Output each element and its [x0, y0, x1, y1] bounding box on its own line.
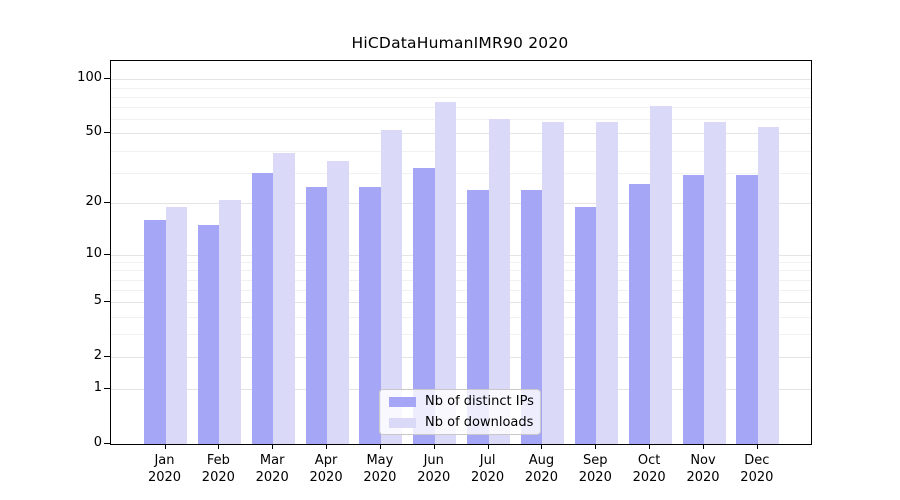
bar-downloads-dec	[757, 127, 780, 444]
y-tick-label-100: 100	[77, 70, 102, 86]
y-tick-100	[104, 78, 110, 80]
chart-title: HiCDataHumanIMR90 2020	[351, 34, 569, 52]
x-tick-apr	[326, 444, 328, 449]
gridline-minor-30	[111, 172, 811, 174]
gridline-minor-90	[111, 87, 811, 89]
bar-ips-may	[359, 186, 381, 444]
bar-downloads-aug	[542, 121, 564, 444]
legend-item-downloads: Nb of downloads	[389, 414, 534, 432]
bar-ips-aug	[520, 189, 543, 444]
y-tick-1	[104, 388, 110, 390]
y-tick-label-50: 50	[85, 124, 102, 140]
legend-swatch-distinct-ips	[389, 396, 416, 407]
y-tick-5	[104, 301, 110, 303]
x-tick-label-dec: Dec 2020	[740, 453, 774, 485]
y-tick-label-5: 5	[93, 293, 102, 309]
plot-area	[110, 60, 812, 445]
x-tick-jun	[433, 444, 435, 449]
gridline-2	[111, 357, 811, 359]
gridline-minor-4	[111, 316, 811, 318]
bar-downloads-mar	[273, 152, 295, 444]
y-tick-10	[104, 253, 110, 255]
bar-ips-apr	[305, 186, 328, 444]
x-tick-label-jan: Jan 2020	[147, 453, 182, 485]
gridline-100	[111, 79, 811, 81]
bar-downloads-jul	[488, 119, 511, 444]
gridline-5	[111, 302, 811, 304]
gridline-minor-6	[111, 290, 811, 292]
x-tick-mar	[272, 444, 274, 449]
x-tick-nov	[703, 444, 704, 449]
bar-ips-sep	[574, 207, 597, 444]
bar-ips-jul	[467, 189, 489, 444]
x-tick-sep	[595, 444, 597, 449]
bar-downloads-sep	[596, 121, 618, 444]
x-tick-label-nov: Nov 2020	[686, 453, 720, 485]
y-tick-label-1: 1	[93, 380, 102, 396]
x-tick-oct	[649, 444, 651, 449]
y-tick-20	[104, 202, 110, 204]
x-tick-aug	[541, 444, 543, 449]
bar-downloads-may	[380, 130, 403, 444]
bar-ips-jun	[413, 167, 435, 444]
x-tick-may	[379, 444, 381, 449]
x-tick-label-sep: Sep 2020	[578, 453, 612, 485]
bar-ips-mar	[251, 172, 274, 444]
legend: Nb of distinct IPs Nb of downloads	[379, 389, 541, 435]
y-tick-label-20: 20	[85, 194, 102, 210]
x-tick-feb	[218, 444, 220, 449]
x-tick-label-apr: Apr 2020	[309, 453, 343, 485]
bar-ips-feb	[197, 224, 220, 444]
x-tick-label-aug: Aug 2020	[524, 453, 558, 485]
gridline-minor-80	[111, 96, 811, 98]
bar-ips-oct	[628, 183, 651, 444]
bar-ips-dec	[736, 175, 758, 444]
gridline-20	[111, 203, 811, 205]
x-tick-jan	[164, 444, 166, 449]
bar-downloads-oct	[650, 106, 672, 444]
legend-label-distinct-ips: Nb of distinct IPs	[425, 393, 534, 409]
x-tick-label-may: May 2020	[363, 453, 397, 485]
bar-downloads-jan	[165, 207, 187, 444]
gridline-minor-9	[111, 262, 811, 264]
gridline-50	[111, 133, 811, 135]
gridline-minor-40	[111, 150, 811, 152]
gridline-10	[111, 254, 811, 256]
x-tick-label-oct: Oct 2020	[632, 453, 666, 485]
y-tick-label-0: 0	[93, 435, 102, 450]
x-tick-label-feb: Feb 2020	[201, 453, 235, 485]
x-tick-label-jul: Jul 2020	[471, 453, 505, 485]
legend-label-downloads: Nb of downloads	[425, 414, 534, 430]
x-tick-label-jun: Jun 2020	[417, 453, 451, 485]
bar-downloads-nov	[704, 121, 726, 444]
gridline-minor-70	[111, 107, 811, 109]
gridline-minor-7	[111, 279, 811, 281]
legend-swatch-downloads	[389, 417, 416, 428]
bar-ips-jan	[144, 220, 166, 444]
y-tick-50	[104, 132, 110, 134]
bar-downloads-apr	[327, 160, 349, 444]
y-tick-label-10: 10	[85, 245, 102, 261]
bar-ips-nov	[682, 175, 704, 444]
y-tick-0	[104, 443, 110, 444]
legend-item-distinct-ips: Nb of distinct IPs	[389, 393, 534, 411]
x-tick-label-mar: Mar 2020	[255, 453, 289, 485]
gridline-minor-3	[111, 334, 811, 336]
y-tick-2	[104, 356, 110, 358]
x-tick-jul	[487, 444, 489, 449]
gridline-minor-60	[111, 119, 811, 121]
gridline-minor-8	[111, 270, 811, 272]
x-tick-dec	[756, 444, 758, 449]
bar-downloads-jun	[434, 101, 457, 444]
y-tick-label-2: 2	[93, 348, 102, 364]
bar-downloads-feb	[219, 199, 241, 444]
